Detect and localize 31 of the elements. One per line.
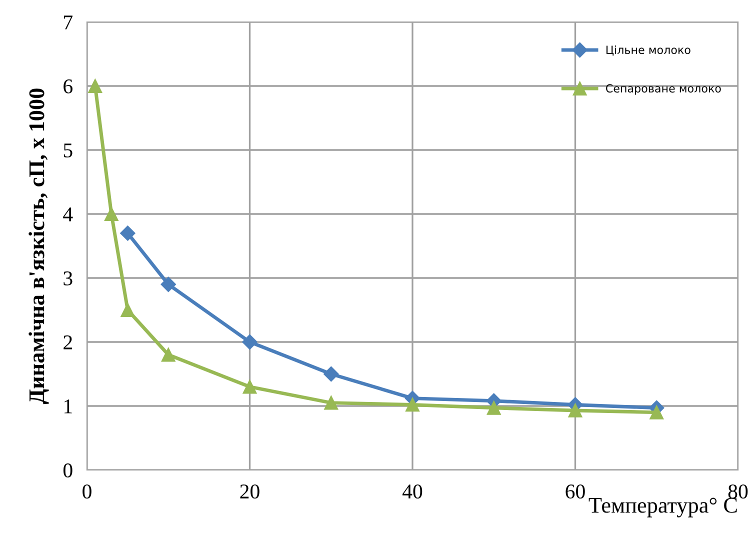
x-tick-label: 20 [240, 484, 260, 499]
point [406, 398, 420, 412]
y-tick-label: 3 [64, 271, 72, 286]
x-tick-label: 0 [82, 484, 92, 499]
point [242, 380, 257, 394]
x-tick-label: 80 [728, 484, 748, 499]
point [486, 400, 501, 415]
y-tick-label: 7 [64, 16, 73, 30]
point [324, 396, 338, 410]
x-tick-label: 40 [402, 484, 422, 499]
point [161, 348, 176, 362]
point [650, 405, 664, 420]
point [120, 226, 136, 241]
y-tick-label: 6 [64, 79, 72, 94]
point [568, 404, 582, 418]
point [88, 79, 102, 93]
y-tick-label: 5 [64, 144, 72, 158]
point [324, 366, 339, 382]
point [242, 334, 258, 350]
y-tick-label: 4 [63, 208, 73, 222]
point [104, 207, 118, 221]
y-tick-label: 1 [64, 399, 72, 414]
legend-label: Цільне молоко [606, 45, 690, 56]
y-tick-label: 2 [64, 335, 72, 350]
legend-label: Сепароване молоко [606, 84, 721, 95]
x-axis-title: Температура° С [588, 498, 737, 518]
point [160, 276, 176, 292]
y-tick-label: 0 [63, 463, 72, 478]
point [120, 303, 135, 317]
y-axis-title: Динамічна в'язкість, сП, х 1000 [28, 88, 49, 404]
x-tick-label: 60 [566, 484, 585, 499]
